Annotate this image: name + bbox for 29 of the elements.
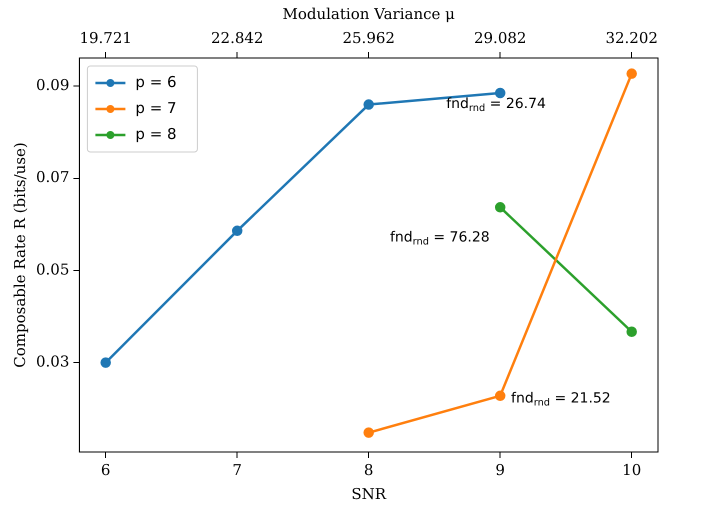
x2-tick-label: 32.202	[605, 28, 658, 47]
point	[494, 390, 506, 402]
point	[100, 357, 111, 368]
point	[363, 427, 374, 438]
x-tick-label: 8	[364, 460, 374, 479]
y-tick-label: 0.09	[36, 76, 70, 94]
point	[626, 68, 637, 79]
x2-tick-label: 25.962	[342, 28, 395, 47]
point	[232, 226, 242, 236]
x-tick-label: 7	[232, 460, 242, 479]
point	[626, 326, 637, 337]
x-tick-label: 6	[100, 460, 110, 479]
point	[494, 202, 506, 213]
y-tick-label: 0.05	[36, 260, 70, 278]
y-tick-label: 0.07	[36, 168, 70, 186]
point	[363, 99, 374, 110]
y-tick-label: 0.03	[36, 352, 70, 370]
x-axis-title: SNR	[351, 484, 387, 503]
legend-label: p = 7	[135, 98, 177, 117]
x-tick-label: 10	[622, 460, 642, 479]
x2-axis-title: Modulation Variance μ	[282, 4, 456, 23]
legend-label: p = 8	[135, 124, 177, 143]
legend-label: p = 6	[135, 72, 177, 91]
x2-tick-label: 19.721	[79, 28, 132, 47]
point	[494, 88, 506, 98]
x-tick-label: 9	[495, 460, 505, 479]
x2-tick-label: 22.842	[210, 28, 264, 47]
y-axis-title: Composable Rate R (bits/use)	[10, 142, 29, 368]
x2-tick-label: 29.082	[474, 28, 526, 47]
